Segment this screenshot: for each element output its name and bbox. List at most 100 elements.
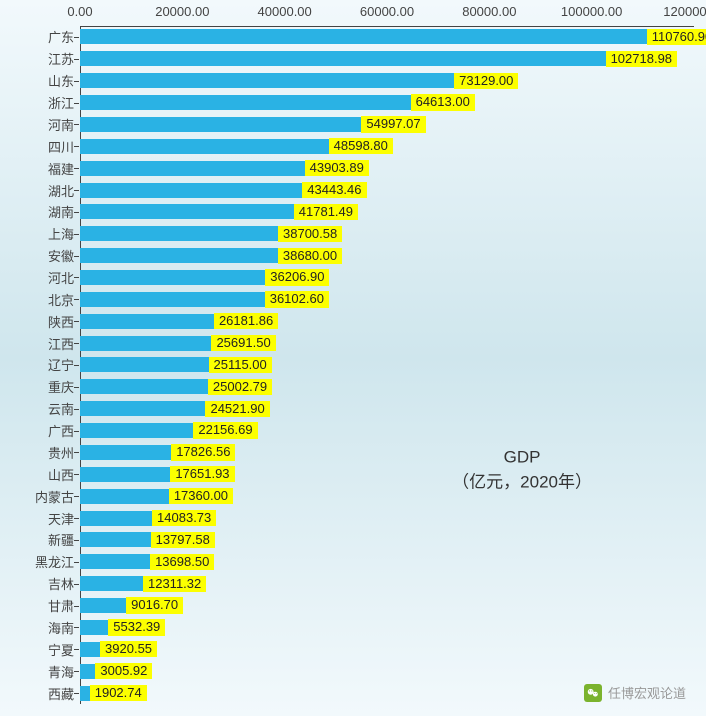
y-tick-mark [74,81,79,82]
watermark-text: 任博宏观论道 [608,683,686,702]
y-tick-label: 吉林 [0,573,74,595]
y-tick-mark [74,124,79,125]
y-tick-label: 山西 [0,463,74,485]
y-tick-mark [74,671,79,672]
watermark: 任博宏观论道 [584,683,686,702]
bar-row: 38680.00 [80,248,342,263]
y-tick-label: 广东 [0,26,74,48]
y-tick-mark [74,343,79,344]
bar [80,29,647,44]
bar-value-label: 13698.50 [150,554,214,570]
x-tick-label: 0.00 [67,4,92,19]
bar-row: 102718.98 [80,51,677,66]
y-tick-mark [74,234,79,235]
bar-value-label: 14083.73 [152,510,216,526]
bar [80,270,265,285]
bar-value-label: 25002.79 [208,379,272,395]
bar-value-label: 17651.93 [170,466,234,482]
bar [80,161,305,176]
y-tick-label: 山东 [0,70,74,92]
bar-value-label: 102718.98 [606,51,677,67]
bar-value-label: 13797.58 [151,532,215,548]
bar-row: 41781.49 [80,204,358,219]
wechat-icon [584,684,602,702]
bar-row: 25691.50 [80,336,276,351]
bar-value-label: 38680.00 [278,248,342,264]
y-tick-label: 辽宁 [0,354,74,376]
bar-row: 3920.55 [80,642,157,657]
bar [80,95,411,110]
bar-row: 14083.73 [80,511,216,526]
y-tick-mark [74,103,79,104]
y-tick-label: 青海 [0,660,74,682]
y-tick-label: 福建 [0,157,74,179]
bar [80,467,170,482]
bar-value-label: 12311.32 [143,576,206,592]
bar-row: 24521.90 [80,401,270,416]
y-tick-label: 云南 [0,398,74,420]
y-tick-mark [74,496,79,497]
y-tick-label: 新疆 [0,529,74,551]
y-tick-label: 贵州 [0,442,74,464]
y-tick-mark [74,277,79,278]
y-tick-mark [74,365,79,366]
bar [80,686,90,701]
y-tick-label: 甘肃 [0,595,74,617]
chart-annotation: GDP （亿元，2020年） [452,448,592,493]
y-tick-mark [74,606,79,607]
y-tick-label: 安徽 [0,245,74,267]
bar-value-label: 36206.90 [265,269,329,285]
bar-value-label: 73129.00 [454,73,518,89]
x-tick-label: 120000.00 [663,4,706,19]
bar-value-label: 110760.90 [647,29,706,45]
bar [80,357,209,372]
x-tick-label: 80000.00 [462,4,516,19]
y-tick-mark [74,190,79,191]
bar-row: 26181.86 [80,314,278,329]
bar-value-label: 64613.00 [411,94,475,110]
y-tick-mark [74,649,79,650]
bar [80,183,302,198]
bar-row: 110760.90 [80,29,706,44]
bar-value-label: 43443.46 [302,182,366,198]
y-tick-label: 湖南 [0,201,74,223]
y-tick-label: 重庆 [0,376,74,398]
bar-value-label: 43903.89 [305,160,369,176]
bar-row: 38700.58 [80,226,342,241]
x-tick-label: 40000.00 [258,4,312,19]
y-tick-label: 北京 [0,288,74,310]
bar-row: 9016.70 [80,598,183,613]
bar [80,248,278,263]
y-tick-label: 海南 [0,616,74,638]
y-tick-mark [74,540,79,541]
annotation-line1: GDP [452,448,592,468]
x-tick-label: 100000.00 [561,4,622,19]
bar [80,379,208,394]
bar-row: 1902.74 [80,686,147,701]
bar-value-label: 3920.55 [100,641,157,657]
y-tick-mark [74,37,79,38]
bar-value-label: 36102.60 [265,291,329,307]
bar-row: 36206.90 [80,270,329,285]
bar-row: 43903.89 [80,161,369,176]
y-tick-mark [74,387,79,388]
bar-value-label: 25691.50 [211,335,275,351]
y-tick-label: 上海 [0,223,74,245]
y-tick-label: 河北 [0,267,74,289]
bar [80,664,95,679]
bar [80,423,193,438]
bar-row: 36102.60 [80,292,329,307]
bar-row: 25115.00 [80,357,272,372]
bar-value-label: 41781.49 [294,204,358,220]
bar-row: 22156.69 [80,423,258,438]
bar-value-label: 9016.70 [126,597,183,613]
bar [80,314,214,329]
bar-row: 73129.00 [80,73,518,88]
bar-row: 5532.39 [80,620,165,635]
bar-row: 17360.00 [80,489,233,504]
bar [80,51,606,66]
bar [80,532,151,547]
y-tick-label: 黑龙江 [0,551,74,573]
bar-row: 48598.80 [80,139,393,154]
y-tick-mark [74,321,79,322]
